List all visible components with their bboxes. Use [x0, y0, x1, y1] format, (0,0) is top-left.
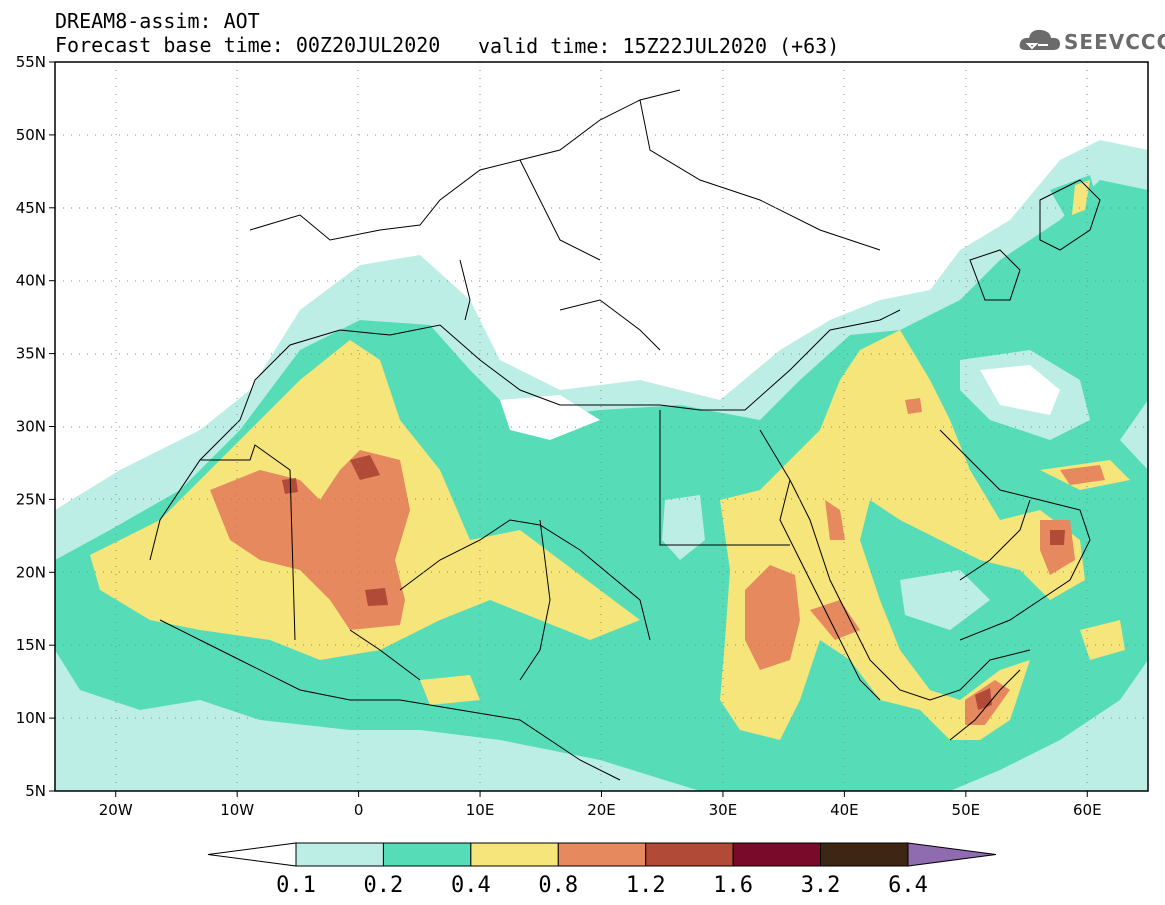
- lat-tick-label: 25N: [16, 490, 46, 508]
- lat-tick-label: 55N: [16, 53, 46, 71]
- lat-tick-label: 20N: [16, 563, 46, 581]
- lat-tick-label: 45N: [16, 199, 46, 217]
- lon-tick-label: 0: [354, 801, 364, 819]
- colorbar-label: 0.4: [450, 873, 491, 898]
- colorbar-box: [382, 842, 472, 867]
- lon-tick-label: 10E: [466, 801, 495, 819]
- forecast-base-time: Forecast base time: 00Z20JUL2020: [55, 33, 441, 57]
- colorbar-low-triangle: [207, 842, 297, 867]
- colorbar-box: [295, 842, 384, 867]
- lon-tick-label: 60E: [1073, 801, 1102, 819]
- lat-tick-label: 40N: [16, 272, 46, 290]
- aot-contour-0.8: [210, 450, 410, 630]
- coastlines: [149, 89, 1101, 781]
- lat-tick-label: 15N: [16, 636, 46, 654]
- colorbar-high-triangle: [907, 842, 997, 867]
- map-title: DREAM8-assim: AOT: [55, 9, 260, 33]
- colorbar: [207, 842, 997, 867]
- lon-tick-label: 30E: [709, 801, 738, 819]
- logo-text: SEEVCCC: [1064, 30, 1165, 54]
- lon-tick-label: 40E: [830, 801, 859, 819]
- colorbar-label: 3.2: [800, 873, 841, 898]
- lat-tick-label: 10N: [16, 709, 46, 727]
- colorbar-box: [645, 842, 734, 867]
- colorbar-label: 0.2: [363, 873, 404, 898]
- colorbar-box: [732, 842, 822, 867]
- lon-tick-label: 20W: [99, 801, 133, 819]
- colorbar-box: [820, 842, 909, 867]
- colorbar-box: [557, 842, 647, 867]
- seevccc-logo: SEEVCCC: [1018, 24, 1165, 58]
- colorbar-label: 1.6: [713, 873, 754, 898]
- lat-tick-label: 30N: [16, 418, 46, 436]
- lat-tick-label: 50N: [16, 126, 46, 144]
- cloud-logo-icon: [1019, 29, 1060, 50]
- lat-tick-label: 5N: [25, 782, 46, 800]
- lon-tick-label: 20E: [587, 801, 616, 819]
- colorbar-box: [470, 842, 559, 867]
- colorbar-label: 0.1: [276, 873, 316, 898]
- lon-tick-label: 50E: [952, 801, 981, 819]
- lon-tick-label: 10W: [220, 801, 254, 819]
- aot-field: [55, 62, 1148, 791]
- colorbar-label: 1.2: [625, 873, 666, 898]
- colorbar-label: 6.4: [888, 873, 928, 898]
- lat-axis: 55N 50N 45N 40N 35N 30N 25N 20N 15N 10N 5N: [16, 53, 55, 800]
- colorbar-label: 0.8: [538, 873, 579, 898]
- aot-contour-1.2: [350, 455, 380, 480]
- valid-time: valid time: 15Z22JUL2020 (+63): [478, 34, 840, 58]
- lat-tick-label: 35N: [16, 345, 46, 363]
- lon-axis: 20W 10W 0 10E 20E 30E 40E 50E 60E: [99, 791, 1102, 819]
